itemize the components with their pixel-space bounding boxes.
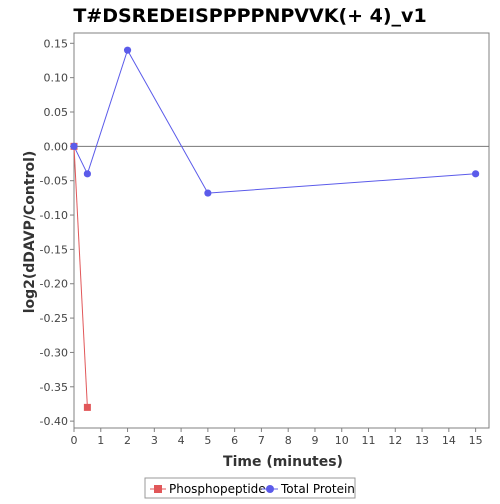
x-tick-label: 6 [231,434,238,447]
y-tick-label: -0.35 [40,381,68,394]
x-tick-label: 11 [362,434,376,447]
data-point-total-protein [204,189,212,197]
x-tick-label: 5 [204,434,211,447]
x-tick-label: 7 [258,434,265,447]
x-tick-label: 15 [469,434,483,447]
y-tick-label: -0.25 [40,312,68,325]
legend-label-phosphopeptide: Phosphopeptide [169,482,266,496]
data-point-total-protein [83,170,91,178]
y-tick-label: 0.05 [44,106,69,119]
y-tick-label: -0.10 [40,209,68,222]
x-tick-label: 12 [388,434,402,447]
data-point-phosphopeptide [83,403,91,411]
legend-marker-total-protein [266,485,274,493]
x-tick-label: 13 [415,434,429,447]
y-tick-label: -0.05 [40,175,68,188]
y-tick-label: -0.20 [40,278,68,291]
y-tick-label: 0.10 [44,72,69,85]
legend-item-phosphopeptide: Phosphopeptide [150,482,266,496]
data-point-total-protein [123,46,132,54]
x-tick-label: 2 [124,434,131,447]
y-tick-label: 0.15 [44,37,69,50]
legend-item-total-protein: Total Protein [262,482,355,496]
x-tick-label: 4 [178,434,185,447]
legend: Phosphopeptide Total Protein [144,477,356,499]
x-tick-label: 1 [97,434,104,447]
y-tick-label: -0.40 [40,415,68,428]
data-point-total-protein [472,170,480,178]
x-tick-label: 14 [442,434,456,447]
plot-area: -0.40 -0.35 -0.30 -0.25 -0.20 -0.15 -0.10 -0.05… [40,32,490,447]
legend-label-total-protein: Total Protein [280,482,355,496]
plot-frame [73,32,490,429]
y-tick-label: -0.30 [40,346,68,359]
data-point-total-protein [70,142,78,150]
x-axis-label: Time (minutes) [223,454,343,470]
legend-marker-phosphopeptide [154,485,162,493]
y-tick-label: -0.15 [40,243,68,256]
legend-box [144,477,356,499]
y-tick-label: 0.00 [44,140,69,153]
x-tick-label: 10 [335,434,349,447]
x-tick-label: 3 [151,434,158,447]
x-tick-label: 0 [71,434,78,447]
chart-title: T#DSREDEISPPPPNPVVK(+ 4)_v1 [73,5,426,27]
series-line-phosphopeptide [73,146,88,408]
x-tick-label: 8 [285,434,292,447]
x-tick-label: 9 [311,434,318,447]
y-axis-label: log2(dDAVP/Control) [22,151,38,314]
